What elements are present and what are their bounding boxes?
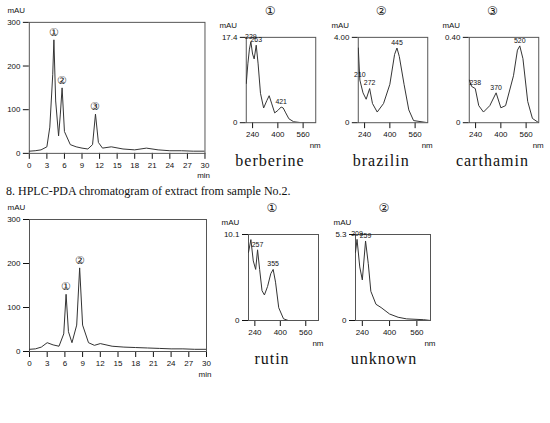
svg-text:370: 370 xyxy=(490,84,502,91)
svg-text:min: min xyxy=(197,171,210,180)
svg-text:30: 30 xyxy=(202,359,211,368)
svg-text:27: 27 xyxy=(184,359,193,368)
svg-text:3: 3 xyxy=(45,359,50,368)
svg-text:9: 9 xyxy=(80,359,85,368)
html-text:②: ② xyxy=(375,4,387,18)
svg-text:257: 257 xyxy=(252,240,264,247)
svg-text:240: 240 xyxy=(358,130,372,139)
svg-text:240: 240 xyxy=(469,130,483,139)
svg-text:nm: nm xyxy=(532,141,543,150)
html-text:②: ② xyxy=(378,200,390,215)
svg-text:mAU: mAU xyxy=(442,21,460,30)
html-text:③: ③ xyxy=(487,4,498,18)
svg-text:272: 272 xyxy=(363,79,375,86)
svg-text:15: 15 xyxy=(114,359,123,368)
svg-text:0: 0 xyxy=(456,118,461,127)
svg-text:300: 300 xyxy=(7,18,21,27)
svg-text:mAU: mAU xyxy=(222,218,240,227)
svg-text:560: 560 xyxy=(519,130,533,139)
svg-text:15: 15 xyxy=(113,161,122,170)
svg-text:100: 100 xyxy=(7,303,21,312)
svg-text:①: ① xyxy=(49,26,59,38)
svg-text:421: 421 xyxy=(276,98,288,105)
svg-text:4.00: 4.00 xyxy=(334,33,350,42)
svg-text:mAU: mAU xyxy=(220,21,238,30)
svg-text:560: 560 xyxy=(299,328,313,337)
svg-text:240: 240 xyxy=(248,328,262,337)
svg-text:560: 560 xyxy=(410,328,424,337)
html-text:carthamin: carthamin xyxy=(455,152,529,169)
svg-text:0.40: 0.40 xyxy=(445,33,461,42)
svg-text:③: ③ xyxy=(90,100,100,112)
svg-text:209: 209 xyxy=(351,229,363,237)
svg-text:21: 21 xyxy=(149,359,158,368)
svg-text:24: 24 xyxy=(167,359,176,368)
svg-text:17.4: 17.4 xyxy=(222,33,238,42)
svg-text:21: 21 xyxy=(148,161,157,170)
svg-text:0: 0 xyxy=(345,118,350,127)
html-text:brazilin: brazilin xyxy=(352,152,410,169)
html-text:berberine: berberine xyxy=(235,152,305,169)
svg-text:240: 240 xyxy=(356,328,370,337)
svg-text:560: 560 xyxy=(297,130,311,139)
svg-text:355: 355 xyxy=(267,260,279,267)
svg-text:12: 12 xyxy=(95,161,104,170)
svg-text:②: ② xyxy=(75,254,85,266)
svg-text:259: 259 xyxy=(360,231,372,238)
svg-text:200: 200 xyxy=(7,62,21,71)
svg-text:0: 0 xyxy=(16,149,21,158)
svg-text:210: 210 xyxy=(354,71,366,78)
svg-text:300: 300 xyxy=(7,215,21,224)
svg-text:400: 400 xyxy=(383,130,397,139)
svg-text:6: 6 xyxy=(63,359,68,368)
svg-text:263: 263 xyxy=(251,36,263,43)
svg-text:0: 0 xyxy=(342,316,347,325)
html-text:①: ① xyxy=(266,200,278,215)
svg-text:3: 3 xyxy=(45,161,50,170)
svg-text:nm: nm xyxy=(421,141,432,150)
svg-text:24: 24 xyxy=(165,161,174,170)
svg-text:400: 400 xyxy=(274,328,288,337)
svg-text:9: 9 xyxy=(80,161,85,170)
svg-text:nm: nm xyxy=(312,338,323,347)
svg-text:520: 520 xyxy=(514,37,526,44)
svg-text:445: 445 xyxy=(391,39,403,46)
html-text:unknown: unknown xyxy=(350,349,418,367)
svg-text:5.3: 5.3 xyxy=(335,230,347,239)
svg-text:nm: nm xyxy=(310,141,321,150)
svg-text:0: 0 xyxy=(16,347,21,356)
svg-text:30: 30 xyxy=(201,161,210,170)
svg-text:mAU: mAU xyxy=(7,6,25,15)
svg-text:0: 0 xyxy=(27,359,32,368)
svg-text:min: min xyxy=(199,369,212,378)
svg-text:6: 6 xyxy=(62,161,67,170)
svg-text:100: 100 xyxy=(7,105,21,114)
svg-text:mAU: mAU xyxy=(331,21,349,30)
svg-text:238: 238 xyxy=(469,79,481,86)
svg-text:②: ② xyxy=(57,74,67,86)
svg-text:①: ① xyxy=(61,280,71,292)
html-text:rutin: rutin xyxy=(254,349,290,367)
svg-text:18: 18 xyxy=(130,161,139,170)
svg-text:0: 0 xyxy=(27,161,32,170)
svg-text:400: 400 xyxy=(272,130,286,139)
svg-text:0: 0 xyxy=(233,118,238,127)
html-text:8. HPLC-PDA chromatogram of ex: 8. HPLC-PDA chromatogram of extract from… xyxy=(6,183,291,198)
html-text:①: ① xyxy=(264,4,276,18)
svg-text:27: 27 xyxy=(183,161,192,170)
svg-text:nm: nm xyxy=(424,338,435,347)
svg-text:400: 400 xyxy=(494,130,508,139)
svg-text:mAU: mAU xyxy=(8,203,26,212)
svg-text:10.1: 10.1 xyxy=(224,230,240,239)
svg-text:400: 400 xyxy=(383,328,397,337)
svg-text:mAU: mAU xyxy=(334,218,352,227)
svg-text:560: 560 xyxy=(408,130,422,139)
svg-text:12: 12 xyxy=(96,359,105,368)
svg-text:240: 240 xyxy=(246,130,260,139)
svg-text:18: 18 xyxy=(131,359,140,368)
svg-text:200: 200 xyxy=(7,259,21,268)
svg-text:0: 0 xyxy=(235,316,240,325)
